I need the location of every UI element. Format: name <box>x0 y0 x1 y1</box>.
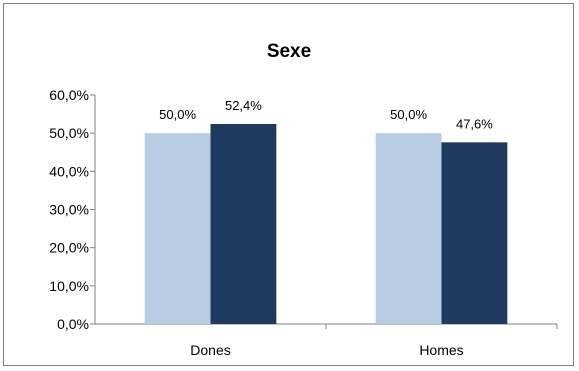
y-tick-label: 40,0% <box>49 163 89 179</box>
bar <box>144 133 211 324</box>
bar <box>375 133 442 324</box>
y-tick-label: 0,0% <box>57 316 89 332</box>
y-tick-label: 10,0% <box>49 278 89 294</box>
x-tick-label: Dones <box>190 342 230 358</box>
bar <box>441 142 508 324</box>
bar <box>210 124 277 324</box>
y-tick-label: 60,0% <box>49 87 89 103</box>
data-label: 52,4% <box>225 98 262 113</box>
y-tick-label: 50,0% <box>49 125 89 141</box>
data-label: 50,0% <box>390 107 427 122</box>
y-tick-label: 20,0% <box>49 240 89 256</box>
chart-title: Sexe <box>267 41 311 62</box>
y-tick-label: 30,0% <box>49 202 89 218</box>
data-label: 50,0% <box>159 107 196 122</box>
data-label: 47,6% <box>456 116 493 131</box>
x-tick-label: Homes <box>419 342 463 358</box>
